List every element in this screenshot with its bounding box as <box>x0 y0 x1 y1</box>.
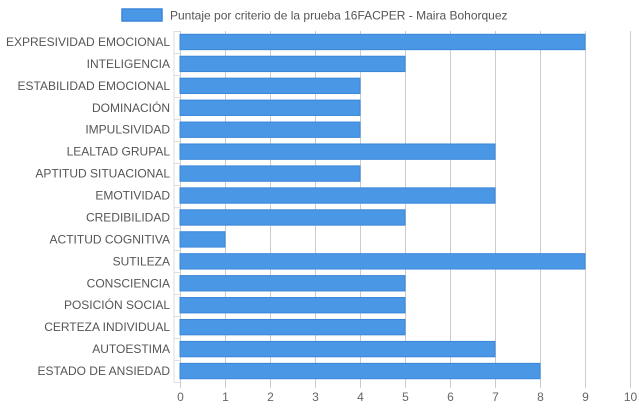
x-tick-label: 3 <box>312 390 319 404</box>
category-label: ESTADO DE ANSIEDAD <box>38 364 171 378</box>
bar <box>179 362 541 380</box>
x-tick-label: 7 <box>492 390 499 404</box>
category-label: CREDIBILIDAD <box>86 210 170 224</box>
category-label: SUTILEZA <box>113 254 170 268</box>
x-tick-label: 5 <box>402 390 409 404</box>
legend[interactable]: Puntaje por criterio de la prueba 16FACP… <box>121 8 508 23</box>
category-label: EXPRESIVIDAD EMOCIONAL <box>6 35 170 49</box>
category-label: CERTEZA INDIVIDUAL <box>44 320 170 334</box>
x-tick-label: 2 <box>267 390 274 404</box>
x-tick-labels: 0 1 2 3 4 5 6 7 8 9 10 <box>177 390 637 404</box>
category-label: IMPULSIVIDAD <box>85 123 170 137</box>
bar <box>179 33 586 51</box>
bar <box>179 231 226 248</box>
bar <box>179 99 361 116</box>
bar <box>179 209 406 226</box>
bar <box>179 187 496 204</box>
category-label: APTITUD SITUACIONAL <box>35 167 170 181</box>
bar <box>179 275 406 292</box>
category-label: INTELIGENCIA <box>87 57 170 71</box>
bar <box>179 253 586 270</box>
category-label: AUTOESTIMA <box>92 342 170 356</box>
category-label: CONSCIENCIA <box>87 276 170 290</box>
category-label: ACTITUD COGNITIVA <box>50 232 170 246</box>
category-label: EMOTIVIDAD <box>95 189 170 203</box>
bars <box>179 33 586 380</box>
bar <box>179 77 361 95</box>
category-label: POSICIÓN SOCIAL <box>64 297 170 312</box>
bar <box>179 55 406 73</box>
category-labels: EXPRESIVIDAD EMOCIONAL INTELIGENCIA ESTABI… <box>6 35 170 378</box>
bar <box>179 297 406 314</box>
bar <box>179 318 406 336</box>
x-tick-label: 1 <box>222 390 229 404</box>
category-label: LEALTAD GRUPAL <box>67 145 171 159</box>
bar <box>179 121 361 138</box>
x-tick-label: 9 <box>582 390 589 404</box>
x-tick-label: 6 <box>447 390 454 404</box>
x-tick-label: 0 <box>177 390 184 404</box>
legend-swatch <box>121 8 163 22</box>
category-label: DOMINACIÓN <box>92 100 170 115</box>
x-tick-label: 8 <box>537 390 544 404</box>
bar <box>179 165 361 182</box>
bar <box>179 340 496 358</box>
legend-label: Puntaje por criterio de la prueba 16FACP… <box>170 9 508 23</box>
x-tick-label: 4 <box>357 390 364 404</box>
x-tick-label: 10 <box>624 390 638 404</box>
bar <box>179 143 496 160</box>
category-label: ESTABILIDAD EMOCIONAL <box>18 79 171 93</box>
